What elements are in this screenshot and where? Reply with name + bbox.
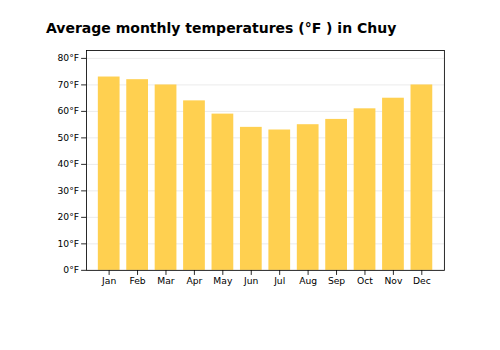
- svg-text:May: May: [213, 275, 233, 286]
- svg-text:80°F: 80°F: [57, 52, 79, 63]
- svg-text:0°F: 0°F: [63, 264, 79, 275]
- svg-text:10°F: 10°F: [57, 238, 79, 249]
- svg-text:60°F: 60°F: [57, 105, 79, 116]
- svg-text:Feb: Feb: [129, 275, 145, 286]
- svg-text:50°F: 50°F: [57, 132, 79, 143]
- svg-text:Jul: Jul: [273, 275, 285, 286]
- svg-text:Aug: Aug: [299, 275, 317, 286]
- svg-text:Dec: Dec: [413, 275, 431, 286]
- svg-text:Jun: Jun: [243, 275, 259, 286]
- svg-text:Mar: Mar: [157, 275, 175, 286]
- svg-text:Apr: Apr: [186, 275, 202, 286]
- svg-text:30°F: 30°F: [57, 185, 79, 196]
- svg-text:40°F: 40°F: [57, 158, 79, 169]
- svg-text:20°F: 20°F: [57, 211, 79, 222]
- html-text:Average monthly temperatures (: Average monthly temperatures (°F ) in Ch…: [46, 20, 397, 36]
- svg-text:Jan: Jan: [101, 275, 116, 286]
- svg-text:70°F: 70°F: [57, 79, 79, 90]
- svg-text:Oct: Oct: [357, 275, 373, 286]
- svg-text:Sep: Sep: [328, 275, 345, 286]
- svg-text:Nov: Nov: [384, 275, 402, 286]
